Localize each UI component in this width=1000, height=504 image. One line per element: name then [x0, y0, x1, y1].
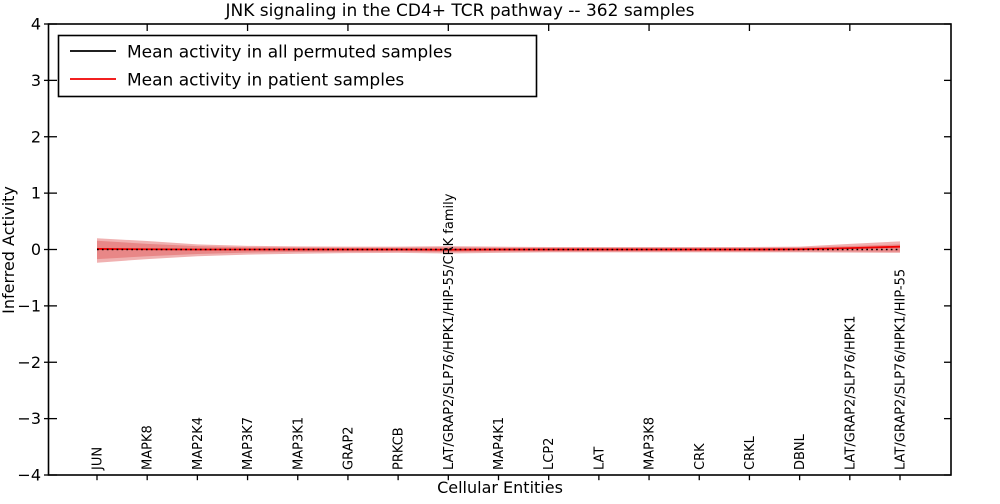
x-axis-label: Cellular Entities: [437, 478, 563, 497]
y-tick-label: 3: [31, 71, 41, 90]
x-tick-label: MAP3K8: [643, 417, 658, 470]
patient-activity-spread-outer-band: [97, 238, 900, 263]
legend-label-permuted: Mean activity in all permuted samples: [127, 43, 452, 63]
legend-label-patient: Mean activity in patient samples: [127, 71, 404, 91]
x-tick-label: MAPK8: [141, 425, 156, 470]
y-tick-label: −4: [17, 466, 41, 485]
x-tick-label: MAP4K1: [492, 417, 507, 470]
axes-frame: [47, 23, 952, 476]
x-tick-label: MAP3K1: [291, 417, 306, 470]
y-tick-label: 4: [31, 15, 41, 34]
x-tick-label: LCP2: [542, 438, 557, 470]
x-tick-label: CRKL: [743, 435, 758, 470]
plot-area: JUN MAPK8 MAP2K4 MAP3K7 MAP3K1 GRAP2 PRKCB LAT/…: [17, 15, 952, 485]
legend: Mean activity in all permuted samples Me…: [57, 34, 538, 98]
x-tick-label: DBNL: [793, 433, 808, 470]
x-tick-label: CRK: [693, 443, 708, 470]
y-tick-label: −3: [17, 409, 41, 428]
y-axis-label: Inferred Activity: [0, 186, 18, 314]
x-tick-label: JUN: [91, 447, 106, 471]
x-tick-label: LAT/GRAP2/SLP76/HPK1/HIP-55/CRK family: [442, 193, 457, 470]
x-tick-label: LAT/GRAP2/SLP76/HPK1/HIP-55: [894, 269, 909, 470]
y-tick-label: 0: [31, 240, 41, 259]
chart-title: JNK signaling in the CD4+ TCR pathway --…: [225, 1, 695, 21]
legend-box: [57, 34, 538, 98]
x-tick-label: PRKCB: [392, 427, 407, 470]
y-tick-label: 2: [31, 127, 41, 146]
x-tick-label: MAP3K7: [241, 417, 256, 470]
x-tick-label: MAP2K4: [191, 417, 206, 470]
y-tick-label: 1: [31, 184, 41, 203]
x-tick-label: LAT: [592, 447, 607, 470]
x-tick-label: GRAP2: [341, 426, 356, 470]
y-tick-label: −2: [17, 353, 41, 372]
y-tick-label: −1: [17, 296, 41, 315]
x-tick-label: LAT/GRAP2/SLP76/HPK1: [843, 316, 858, 470]
